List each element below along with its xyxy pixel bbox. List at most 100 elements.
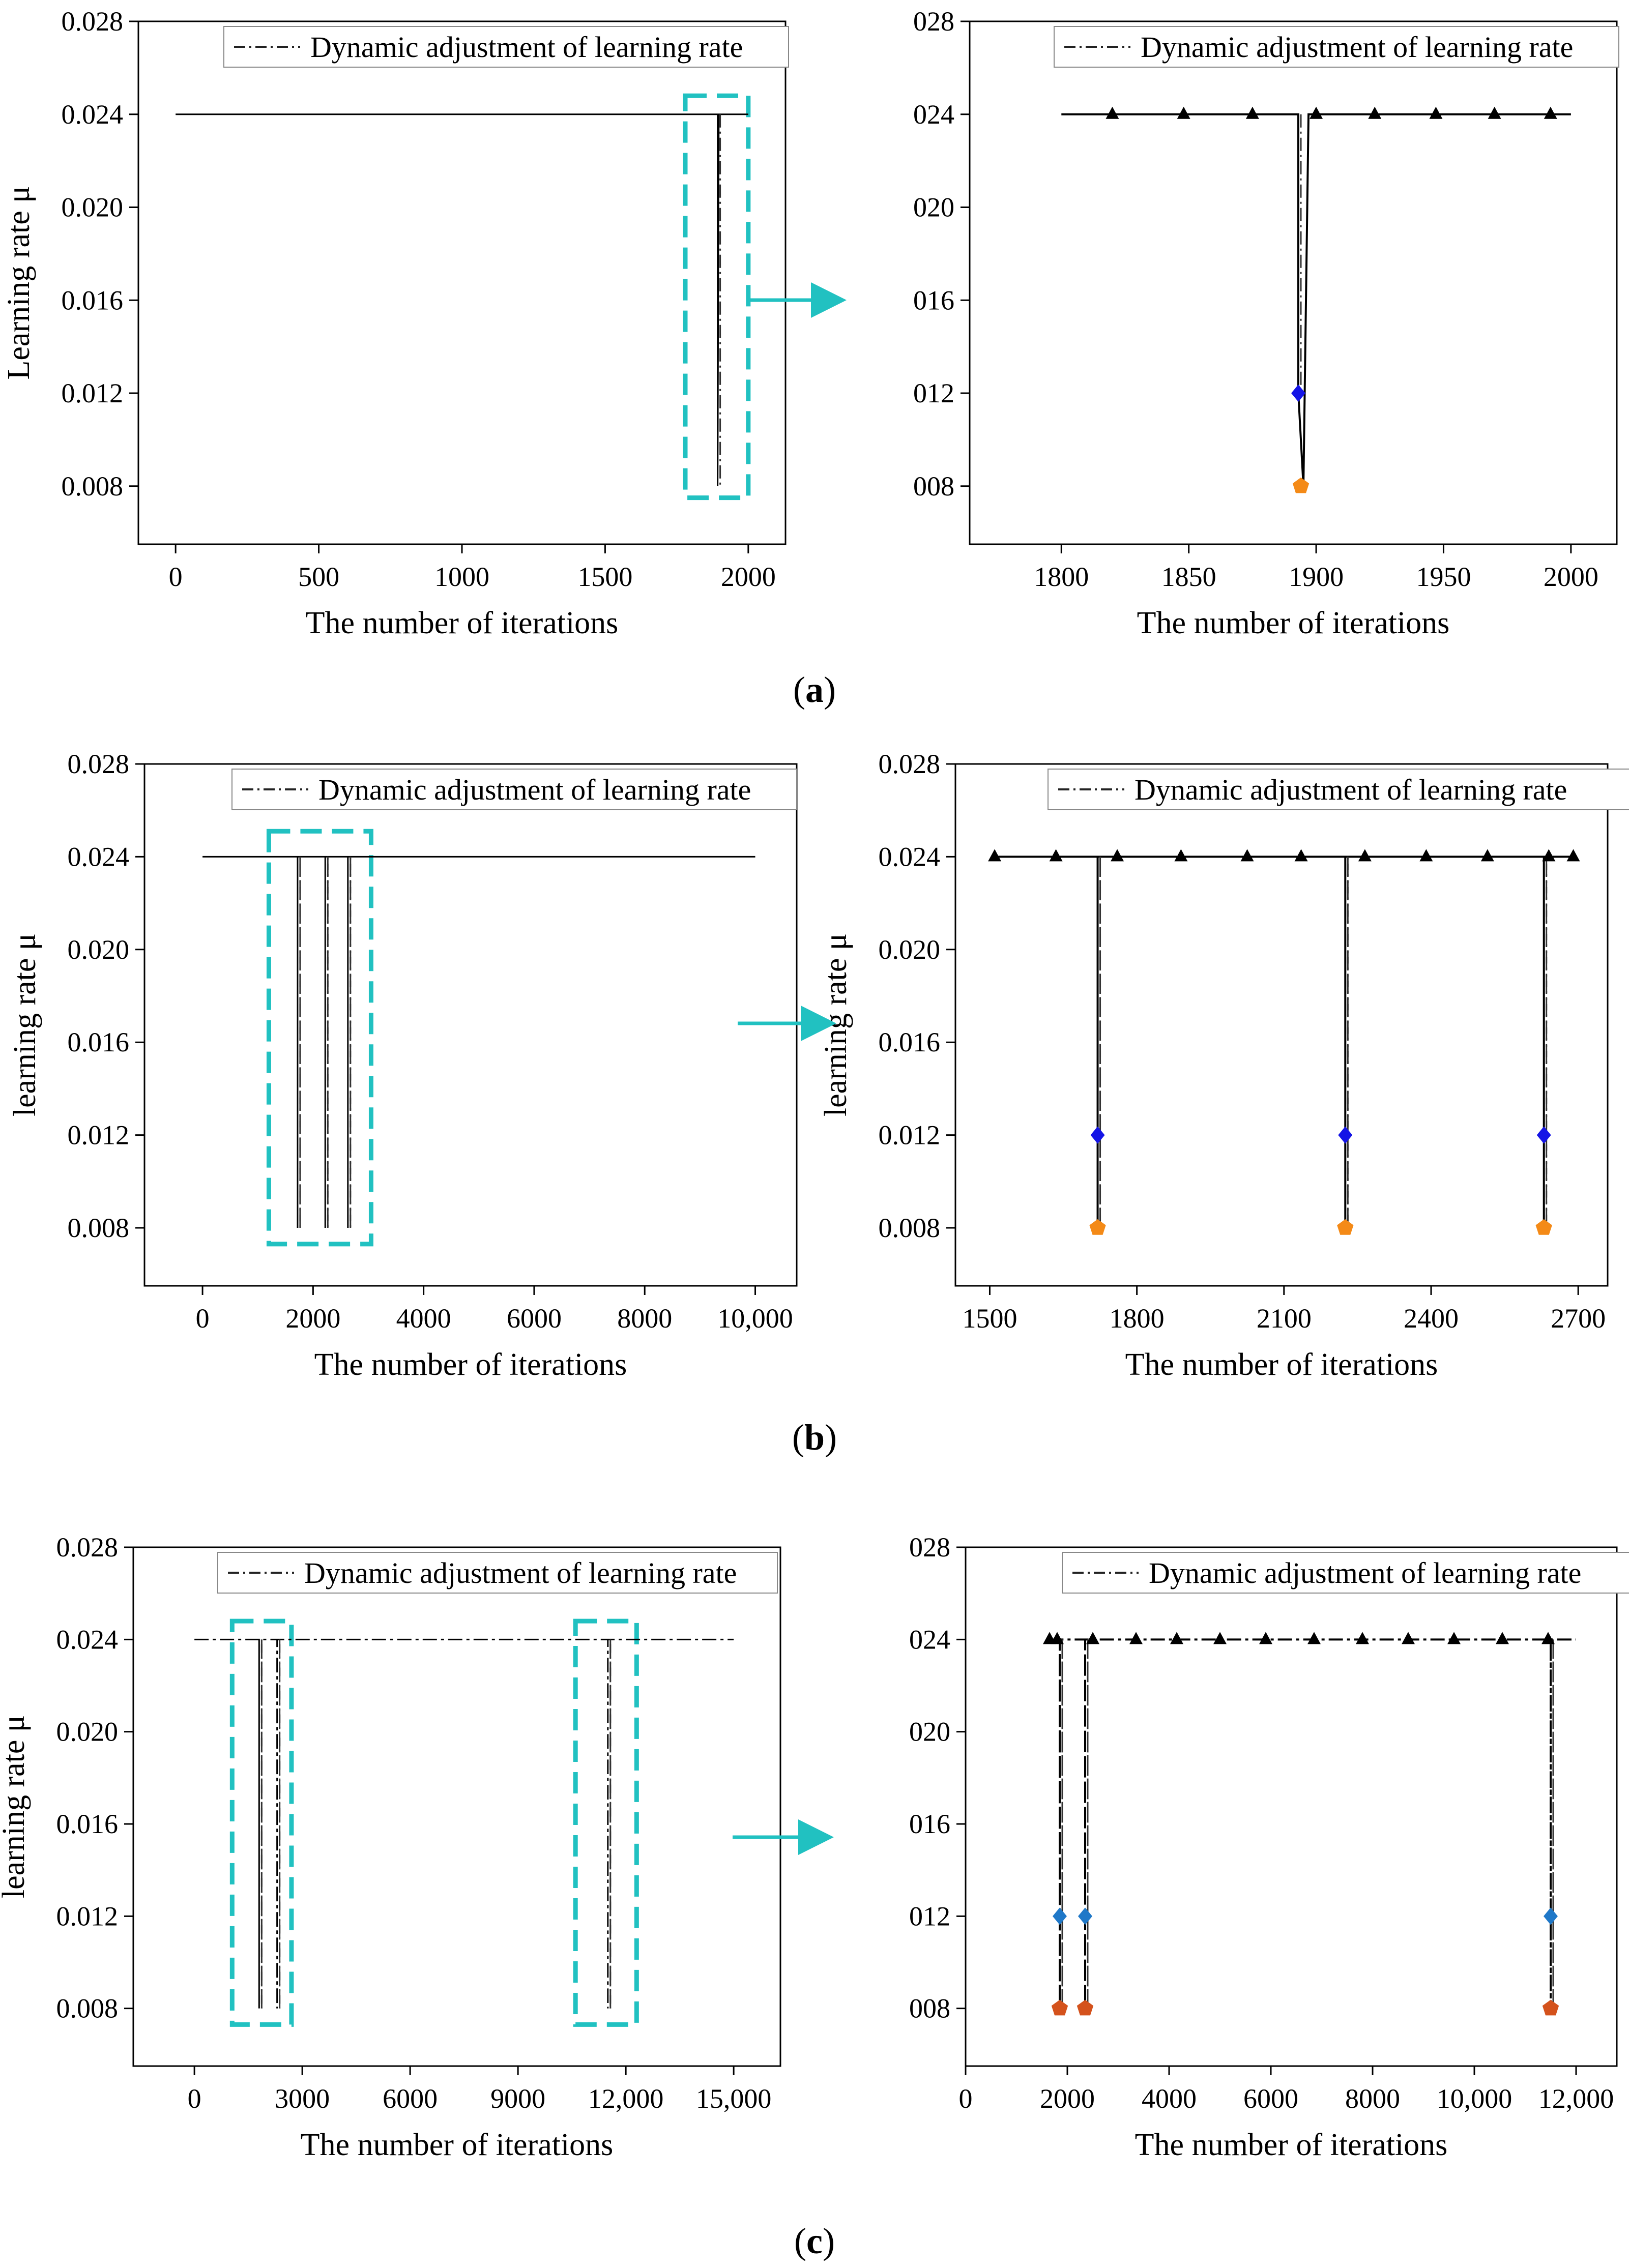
series-line: [1050, 1638, 1576, 2009]
triangle-marker: [1294, 849, 1308, 862]
y-tick-label: 0.016: [68, 1027, 130, 1057]
y-tick-label: 0.012: [68, 1120, 130, 1151]
triangle-marker: [1111, 849, 1124, 862]
chart-c-zoom: 008 012 016 020 024 028 0 2000 4000 6000 8000 10,00…: [909, 1532, 1629, 2162]
pentagon-marker: [1051, 1999, 1068, 2016]
x-tick-label: 4000: [1142, 2083, 1197, 2114]
triangle-marker: [1496, 1632, 1509, 1644]
x-tick-label: 15,000: [696, 2083, 772, 2114]
chart-a-zoom: 008 012 016 020 024 028 1800 1850 1900 1950 2000 Th…: [913, 6, 1619, 640]
triangle-marker: [1086, 1632, 1099, 1644]
triangle-marker: [1429, 106, 1443, 119]
triangle-marker: [1129, 1632, 1143, 1644]
x-tick-label: 1500: [962, 1303, 1017, 1334]
caption-c: (c): [794, 2221, 835, 2261]
triangle-marker: [1356, 1632, 1369, 1644]
plot-frame: [969, 20, 1618, 545]
panels-layer: 0.008 0.012 0.016 0.020 0.024 0.028 0 500 1000 15…: [0, 6, 1629, 2162]
legend-label: Dynamic adjustment of learning rate: [1141, 31, 1573, 64]
y-tick-label: 0.012: [62, 378, 124, 408]
x-tick-label: 2000: [1544, 562, 1598, 592]
triangle-marker: [1447, 1632, 1461, 1644]
y-tick-label: 0.024: [68, 841, 130, 872]
legend-label: Dynamic adjustment of learning rate: [304, 1556, 737, 1589]
y-tick-label: 0.024: [56, 1624, 119, 1655]
x-tick-label: 2000: [1040, 2083, 1095, 2114]
triangle-marker: [1307, 1632, 1321, 1644]
chart-b-full: 0.008 0.012 0.016 0.020 0.024 0.028 0 2000 4000 6…: [8, 749, 798, 1382]
y-tick-label: 0.016: [56, 1809, 119, 1839]
triangle-marker: [1368, 106, 1382, 119]
plot-frame: [954, 763, 1609, 1287]
diamond-marker: [1291, 385, 1306, 402]
chart-b-zoom: 0.008 0.012 0.016 0.020 0.024 0.028 1500 1800 21…: [819, 749, 1629, 1382]
pentagon-marker: [1292, 477, 1310, 493]
x-tick-label: 6000: [383, 2083, 438, 2114]
y-tick-label: 012: [913, 378, 954, 408]
x-tick-label: 2700: [1551, 1303, 1606, 1334]
x-axis-label: The number of iterations: [314, 1347, 627, 1382]
series-line: [202, 856, 755, 1228]
y-tick-label: 024: [909, 1624, 950, 1655]
y-axis-label: learning rate μ: [0, 1715, 31, 1898]
x-axis-label: The number of iterations: [301, 2128, 614, 2162]
triangle-marker: [1310, 106, 1323, 119]
x-tick-label: 1000: [434, 562, 489, 592]
x-tick-label: 2000: [285, 1303, 340, 1334]
legend-label: Dynamic adjustment of learning rate: [310, 31, 743, 64]
x-tick-label: 3000: [275, 2083, 330, 2114]
x-axis-label: The number of iterations: [306, 606, 619, 640]
plot-frame: [143, 763, 798, 1287]
triangle-marker: [1106, 106, 1119, 119]
y-tick-label: 0.008: [879, 1213, 941, 1243]
y-tick-label: 0.020: [62, 192, 124, 223]
chart-a-full: 0.008 0.012 0.016 0.020 0.024 0.028 0 500 1000 15…: [2, 6, 789, 640]
x-tick-label: 8000: [617, 1303, 672, 1334]
x-tick-label: 1900: [1289, 562, 1344, 592]
highlight-box: [683, 93, 751, 500]
x-axis-label: The number of iterations: [1137, 606, 1450, 640]
diamond-marker: [1053, 1907, 1067, 1925]
x-tick-label: 2400: [1404, 1303, 1459, 1334]
y-tick-label: 0.024: [879, 841, 941, 872]
x-tick-label: 1500: [577, 562, 632, 592]
triangle-marker: [988, 849, 1002, 862]
triangle-marker: [1566, 849, 1580, 862]
x-tick-label: 2000: [721, 562, 776, 592]
pentagon-marker: [1077, 1999, 1094, 2016]
x-tick-label: 0: [196, 1303, 210, 1334]
y-tick-label: 020: [909, 1717, 950, 1747]
x-tick-label: 12,000: [588, 2083, 664, 2114]
y-tick-label: 0.008: [56, 1993, 119, 2024]
y-tick-label: 0.008: [68, 1213, 130, 1243]
legend-box: [1062, 1552, 1629, 1594]
x-tick-label: 1800: [1034, 562, 1089, 592]
y-axis-label: learning rate μ: [8, 933, 42, 1116]
diamond-marker: [1090, 1126, 1105, 1144]
diamond-marker: [1078, 1907, 1092, 1925]
triangle-marker: [1177, 106, 1190, 119]
diamond-marker: [1338, 1126, 1353, 1144]
x-axis-label: The number of iterations: [1125, 1347, 1438, 1382]
legend-box: [231, 769, 797, 810]
highlight-box: [229, 1618, 294, 2027]
x-tick-label: 0: [959, 2083, 973, 2114]
triangle-marker: [1051, 1632, 1064, 1644]
y-tick-label: 0.028: [62, 6, 124, 37]
triangle-marker: [1544, 106, 1557, 119]
legend-label: Dynamic adjustment of learning rate: [1135, 773, 1567, 806]
y-tick-label: 020: [913, 192, 954, 223]
plot-frame: [132, 1546, 781, 2067]
x-tick-label: 4000: [396, 1303, 451, 1334]
x-tick-label: 6000: [507, 1303, 562, 1334]
triangle-marker: [1170, 1632, 1183, 1644]
y-tick-label: 0.012: [879, 1120, 941, 1151]
x-tick-label: 2100: [1257, 1303, 1312, 1334]
y-tick-label: 0.028: [879, 749, 941, 779]
triangle-marker: [1358, 849, 1372, 862]
x-tick-label: 8000: [1345, 2083, 1400, 2114]
y-tick-label: 008: [913, 471, 954, 502]
y-tick-label: 016: [913, 285, 954, 315]
x-axis-label: The number of iterations: [1135, 2128, 1448, 2162]
